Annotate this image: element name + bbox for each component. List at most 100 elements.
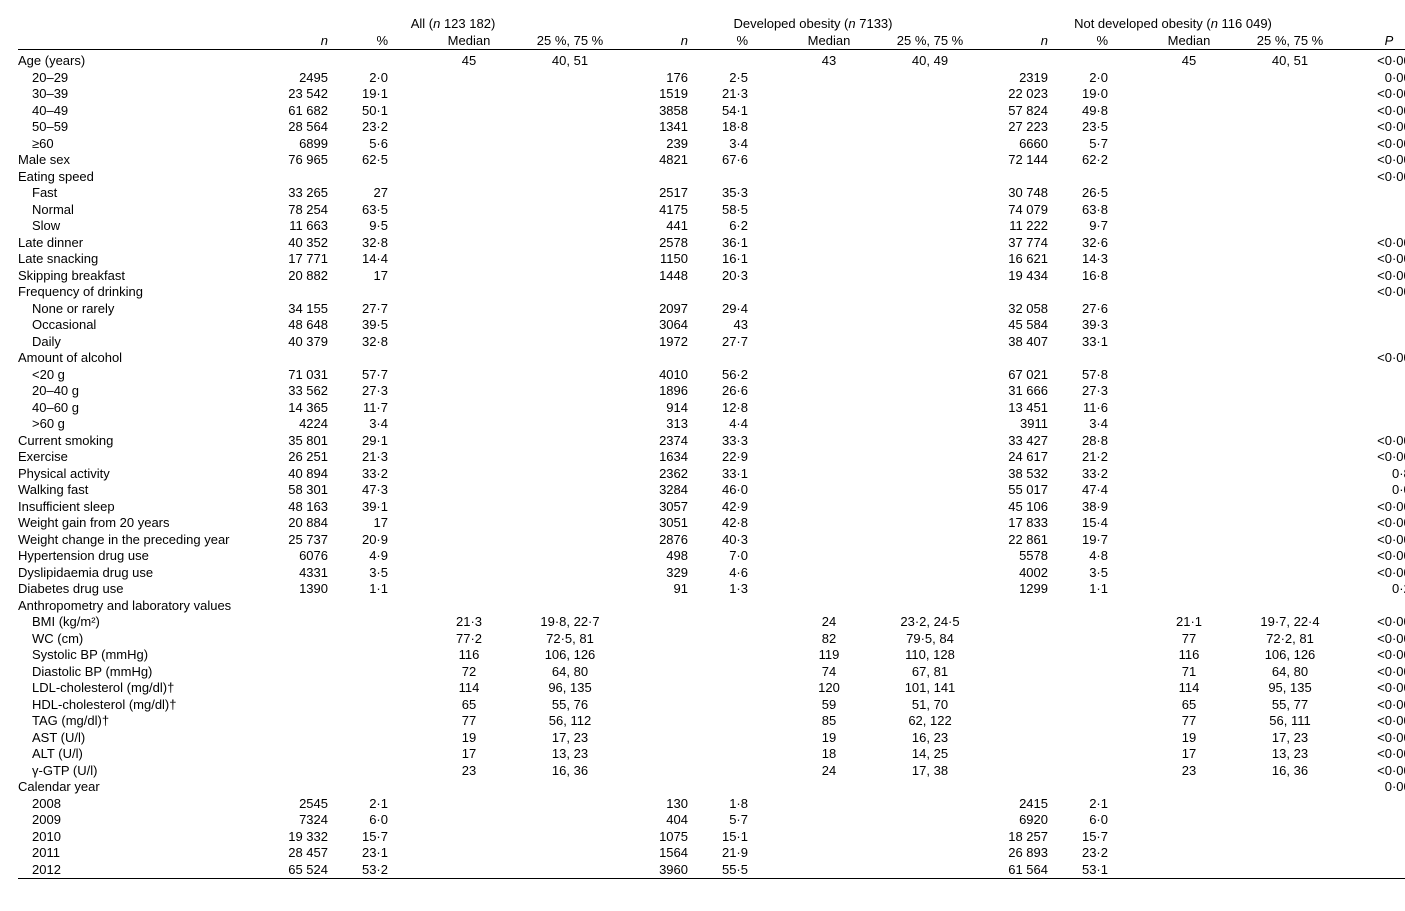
- cell: [1230, 482, 1350, 499]
- cell: 17 771: [276, 251, 358, 268]
- cell: 74: [788, 664, 870, 681]
- p-value: <0·001: [1356, 449, 1405, 466]
- p-value: [1356, 317, 1405, 334]
- row-label: Skipping breakfast: [18, 268, 276, 285]
- cell: [1148, 136, 1230, 153]
- cell: [636, 631, 718, 648]
- p-value: <0·001: [1356, 548, 1405, 565]
- cell: [358, 746, 428, 763]
- p-value: <0·001: [1356, 284, 1405, 301]
- cell: 16·8: [1078, 268, 1148, 285]
- cell: [636, 350, 718, 367]
- cell: [276, 680, 358, 697]
- cell: [510, 400, 630, 417]
- cell: 27·3: [1078, 383, 1148, 400]
- cell: [276, 631, 358, 648]
- cell: [870, 103, 990, 120]
- row-label: Hypertension drug use: [18, 548, 276, 565]
- cell: [276, 697, 358, 714]
- table-row: Occasional48 64839·530644345 58439·3: [18, 317, 1405, 334]
- cell: 3858: [636, 103, 718, 120]
- cell: [636, 713, 718, 730]
- cell: 27·3: [358, 383, 428, 400]
- cell: [1148, 169, 1230, 186]
- cell: 1896: [636, 383, 718, 400]
- row-label: 40–60 g: [18, 400, 276, 417]
- cell: 5·7: [718, 812, 788, 829]
- cell: [276, 284, 358, 301]
- p-value: <0·001: [1356, 664, 1405, 681]
- table-row: 40–60 g14 36511·791412·813 45111·6: [18, 400, 1405, 417]
- cell: [788, 779, 870, 796]
- p-value: [1356, 218, 1405, 235]
- cell: [428, 812, 510, 829]
- cell: [510, 103, 630, 120]
- cell: [358, 284, 428, 301]
- row-label: Normal: [18, 202, 276, 219]
- cell: [1078, 284, 1148, 301]
- cell: [510, 565, 630, 582]
- cell: [510, 812, 630, 829]
- cell: [870, 581, 990, 598]
- cell: [1148, 400, 1230, 417]
- cell: [510, 532, 630, 549]
- table-row: Exercise26 25121·3163422·924 61721·2<0·0…: [18, 449, 1405, 466]
- cell: [788, 499, 870, 516]
- table-row: ≥6068995·62393·466605·7<0·001: [18, 136, 1405, 153]
- p-value: <0·001: [1356, 697, 1405, 714]
- cell: [788, 482, 870, 499]
- cell: 27·7: [718, 334, 788, 351]
- cell: [358, 779, 428, 796]
- cell: [1230, 845, 1350, 862]
- p-value: 0·88: [1356, 466, 1405, 483]
- cell: [870, 482, 990, 499]
- cell: [870, 449, 990, 466]
- cell: 76 965: [276, 152, 358, 169]
- cell: [718, 169, 788, 186]
- cell: [718, 746, 788, 763]
- cell: [358, 598, 428, 615]
- cell: [428, 251, 510, 268]
- p-value: <0·001: [1356, 136, 1405, 153]
- table-row: Calendar year0·002: [18, 779, 1405, 796]
- cell: 58 301: [276, 482, 358, 499]
- table-row: 20–2924952·01762·523192·00·006: [18, 70, 1405, 87]
- cell: [1148, 845, 1230, 862]
- cell: 77: [1148, 631, 1230, 648]
- cell: [1148, 532, 1230, 549]
- cell: 72 144: [996, 152, 1078, 169]
- row-label: >60 g: [18, 416, 276, 433]
- cell: [1148, 862, 1230, 879]
- cell: [510, 86, 630, 103]
- cell: 7324: [276, 812, 358, 829]
- column-header: %: [358, 33, 428, 50]
- cell: [428, 70, 510, 87]
- cell: [510, 383, 630, 400]
- cell: 6·0: [1078, 812, 1148, 829]
- cell: [1230, 284, 1350, 301]
- cell: [428, 581, 510, 598]
- cell: [788, 185, 870, 202]
- row-label: AST (U/l): [18, 730, 276, 747]
- p-value: <0·001: [1356, 730, 1405, 747]
- cell: 4224: [276, 416, 358, 433]
- cell: [1148, 466, 1230, 483]
- cell: 2·0: [1078, 70, 1148, 87]
- cell: 19: [788, 730, 870, 747]
- cell: 55 017: [996, 482, 1078, 499]
- cell: 12·8: [718, 400, 788, 417]
- cell: [870, 119, 990, 136]
- row-label: ALT (U/l): [18, 746, 276, 763]
- cell: [788, 449, 870, 466]
- cell: [718, 730, 788, 747]
- cell: 72: [428, 664, 510, 681]
- cell: [788, 70, 870, 87]
- cell: 45 584: [996, 317, 1078, 334]
- cell: [996, 169, 1078, 186]
- p-value: <0·001: [1356, 152, 1405, 169]
- cell: 27·6: [1078, 301, 1148, 318]
- cell: 62·5: [358, 152, 428, 169]
- cell: 441: [636, 218, 718, 235]
- cell: [636, 664, 718, 681]
- cell: 13, 23: [1230, 746, 1350, 763]
